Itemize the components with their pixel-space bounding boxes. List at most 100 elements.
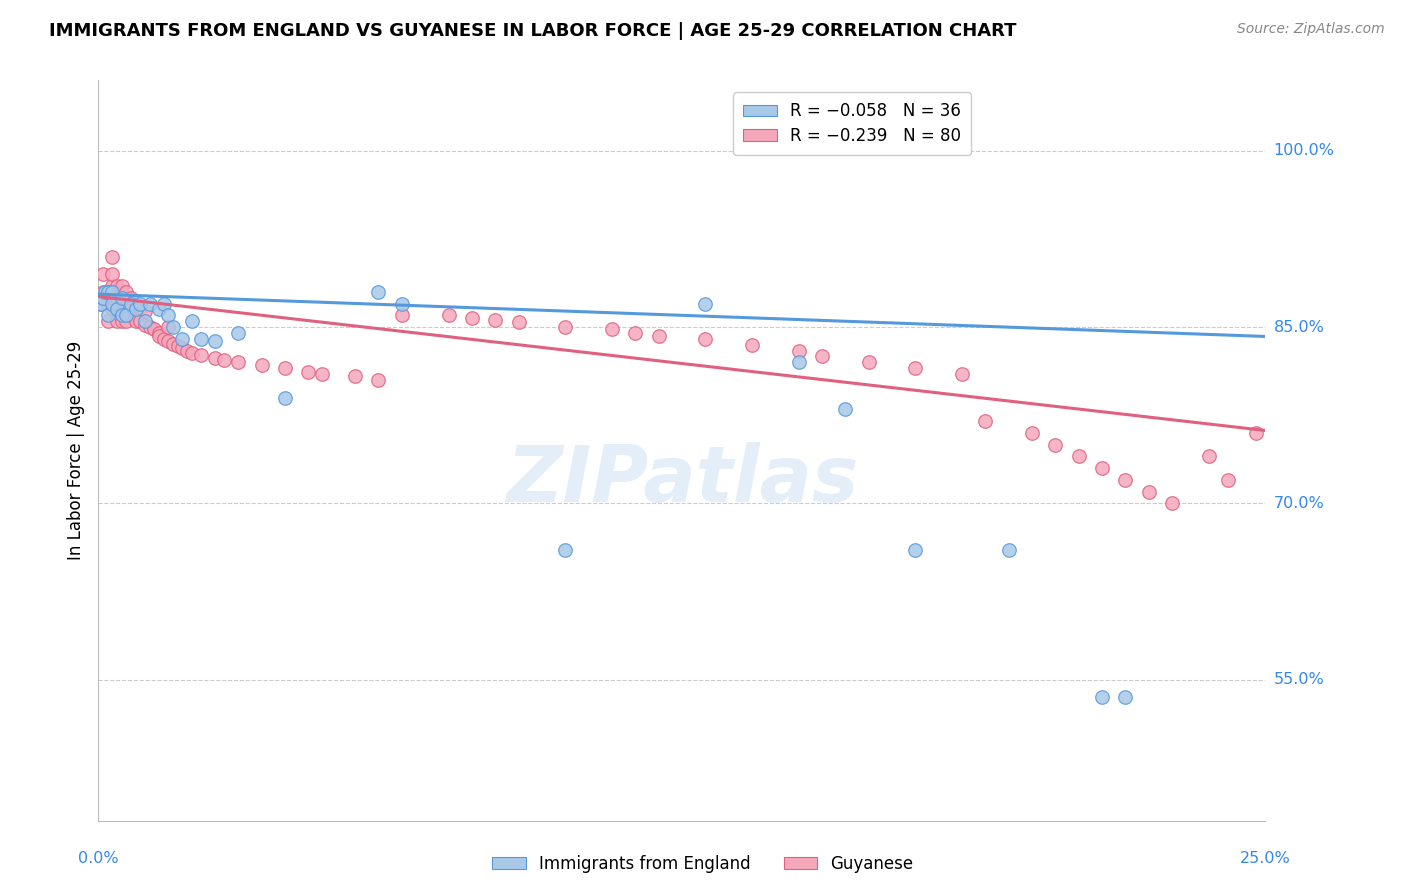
Point <box>311 367 333 381</box>
Point <box>91 285 114 299</box>
Point <box>391 308 413 322</box>
Point <box>484 313 506 327</box>
Point <box>101 296 124 310</box>
Point <box>111 291 134 305</box>
Text: 85.0%: 85.0% <box>1274 319 1324 334</box>
Text: 100.0%: 100.0% <box>1274 144 1334 158</box>
Point <box>367 373 389 387</box>
Point <box>172 332 194 346</box>
Text: IMMIGRANTS FROM ENGLAND VS GUYANESE IN LABOR FORCE | AGE 25-29 CORRELATION CHART: IMMIGRANTS FROM ENGLAND VS GUYANESE IN L… <box>49 22 1017 40</box>
Point <box>101 267 124 281</box>
Point <box>129 300 152 314</box>
Point <box>125 314 148 328</box>
Point <box>904 543 927 558</box>
Point <box>228 326 250 340</box>
Point <box>148 329 170 343</box>
Legend: Immigrants from England, Guyanese: Immigrants from England, Guyanese <box>485 848 921 880</box>
Point <box>105 279 128 293</box>
Text: 70.0%: 70.0% <box>1274 496 1324 511</box>
Point <box>554 320 576 334</box>
Point <box>1198 450 1220 464</box>
Point <box>148 326 170 340</box>
Point <box>391 296 413 310</box>
Y-axis label: In Labor Force | Age 25-29: In Labor Force | Age 25-29 <box>66 341 84 560</box>
Point <box>1067 450 1090 464</box>
Point <box>115 285 138 299</box>
Point <box>90 296 112 310</box>
Point <box>134 303 156 318</box>
Point <box>125 302 148 317</box>
Point <box>125 300 148 314</box>
Point <box>111 302 134 317</box>
Point <box>148 302 170 317</box>
Point <box>134 318 156 332</box>
Point <box>997 543 1019 558</box>
Point <box>600 322 623 336</box>
Point <box>101 250 124 264</box>
Point <box>1161 496 1184 510</box>
Point <box>105 302 128 317</box>
Point <box>120 291 142 305</box>
Point <box>250 358 273 372</box>
Point <box>120 308 142 322</box>
Point <box>297 365 319 379</box>
Point <box>787 355 810 369</box>
Point <box>115 308 138 322</box>
Point <box>115 299 138 313</box>
Point <box>695 332 717 346</box>
Point <box>162 336 184 351</box>
Point <box>94 285 117 299</box>
Point <box>129 296 152 310</box>
Point <box>1114 473 1136 487</box>
Point <box>111 279 134 293</box>
Point <box>274 361 297 376</box>
Point <box>176 343 198 358</box>
Point <box>1137 484 1160 499</box>
Point <box>139 320 162 334</box>
Point <box>91 291 114 305</box>
Point <box>152 296 174 310</box>
Point <box>90 296 112 310</box>
Point <box>97 314 120 328</box>
Text: 0.0%: 0.0% <box>79 851 118 866</box>
Point <box>105 302 128 317</box>
Point <box>111 314 134 328</box>
Point <box>274 391 297 405</box>
Point <box>157 308 180 322</box>
Point <box>101 279 124 293</box>
Point <box>1045 437 1067 451</box>
Point <box>180 346 202 360</box>
Point <box>647 329 669 343</box>
Point <box>190 348 212 362</box>
Point <box>101 291 124 305</box>
Point <box>97 285 120 299</box>
Text: Source: ZipAtlas.com: Source: ZipAtlas.com <box>1237 22 1385 37</box>
Point <box>1114 690 1136 705</box>
Text: 25.0%: 25.0% <box>1240 851 1291 866</box>
Point <box>190 332 212 346</box>
Point <box>787 343 810 358</box>
Point <box>1216 473 1239 487</box>
Point <box>152 332 174 346</box>
Point <box>461 310 484 325</box>
Point <box>91 267 114 281</box>
Point <box>437 308 460 322</box>
Point <box>904 361 927 376</box>
Point <box>228 355 250 369</box>
Point <box>129 314 152 328</box>
Point <box>344 369 367 384</box>
Point <box>97 308 120 322</box>
Point <box>105 314 128 328</box>
Point <box>101 285 124 299</box>
Point <box>367 285 389 299</box>
Point <box>120 296 142 310</box>
Point <box>204 334 226 348</box>
Point <box>111 291 134 305</box>
Point <box>162 320 184 334</box>
Point <box>1021 425 1043 440</box>
Point <box>115 314 138 328</box>
Text: 55.0%: 55.0% <box>1274 672 1324 687</box>
Text: ZIPatlas: ZIPatlas <box>506 442 858 518</box>
Point <box>97 285 120 299</box>
Point <box>834 402 856 417</box>
